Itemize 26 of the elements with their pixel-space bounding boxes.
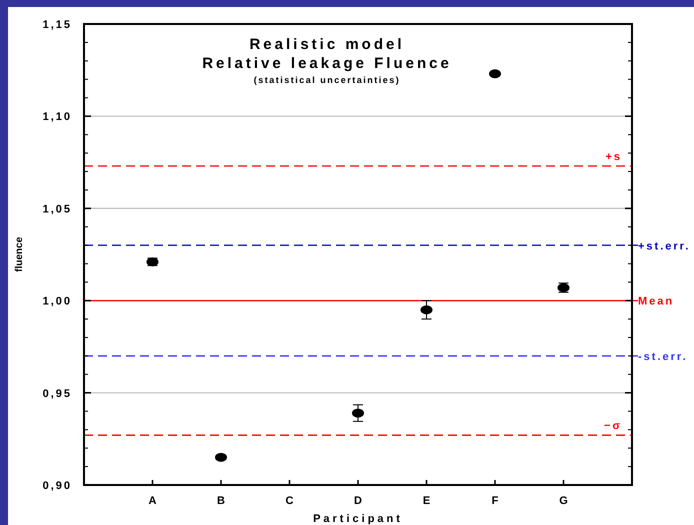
y-tick-label: 1,10	[42, 111, 72, 124]
y-tick-label: 1,15	[42, 19, 72, 31]
text: (statistical uncertainties)	[254, 75, 400, 85]
x-tick-label: B	[217, 495, 226, 507]
ref-line-label: +s	[605, 150, 622, 163]
text: Realistic model Relative leakage Fluence	[202, 36, 452, 72]
x-tick-label: F	[492, 495, 499, 507]
x-tick-label: G	[559, 495, 568, 507]
x-tick-label: A	[148, 495, 157, 507]
x-tick-label: D	[354, 495, 362, 507]
y-tick-label: 0,90	[42, 480, 72, 492]
y-tick-label: 1,05	[42, 203, 72, 216]
ref-line-label: +st.err.	[638, 240, 690, 252]
y-tick-label: 0,95	[42, 388, 72, 400]
point	[489, 69, 501, 78]
y-tick-label: 1,00	[42, 296, 72, 308]
point	[420, 305, 432, 314]
x-tick-label: C	[286, 495, 294, 507]
point	[352, 408, 364, 418]
y-axis-title: fluence	[14, 236, 25, 272]
ref-line-label: −σ	[604, 420, 622, 432]
x-axis-title: Participant	[313, 513, 403, 525]
ref-line-label: Mean	[638, 296, 674, 308]
point	[215, 452, 227, 462]
x-tick-label: E	[422, 495, 430, 507]
ref-line-label: -st.err.	[638, 350, 688, 363]
